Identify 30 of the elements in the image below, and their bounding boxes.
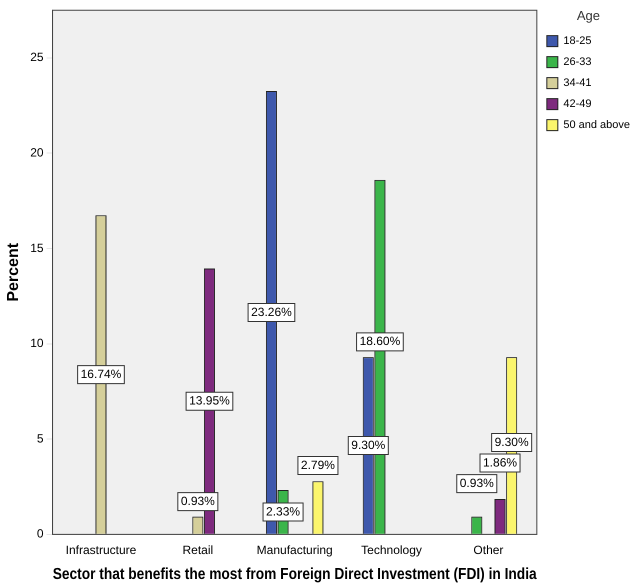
y-tick-label: 5 xyxy=(36,431,44,446)
data-label: 0.93% xyxy=(180,494,216,508)
y-tick-label: 0 xyxy=(36,526,44,541)
y-tick-label: 25 xyxy=(30,50,44,64)
legend-title: Age xyxy=(576,8,600,24)
legend-label: 50 and above xyxy=(563,119,630,132)
data-label: 9.30% xyxy=(351,438,386,452)
x-tick-label: Other xyxy=(473,542,504,557)
data-label: 1.86% xyxy=(483,455,518,470)
x-tick-label: Manufacturing xyxy=(256,542,333,557)
legend-label: 26-33 xyxy=(563,56,592,68)
legend-label: 42-49 xyxy=(563,98,592,110)
data-label: 0.93% xyxy=(460,476,494,490)
data-label: 16.74% xyxy=(80,366,122,381)
data-label: 13.95% xyxy=(189,394,230,408)
x-tick-label: Infrastructure xyxy=(66,542,137,557)
x-tick-label: Retail xyxy=(182,542,214,557)
x-tick-label: Technology xyxy=(361,542,422,557)
data-label: 2.79% xyxy=(300,458,336,472)
y-tick-label: 10 xyxy=(30,336,44,350)
y-axis-title: Percent xyxy=(5,242,22,302)
legend-label: 18-25 xyxy=(563,35,592,48)
data-label: 18.60% xyxy=(360,334,401,348)
data-label: 2.33% xyxy=(266,504,300,518)
x-axis-title: Sector that benefits the most from Foreign Direct Investment (FDI) in India xyxy=(52,566,538,584)
legend-label: 34-41 xyxy=(563,77,592,90)
y-tick-label: 15 xyxy=(30,240,44,255)
data-label: 9.30% xyxy=(494,434,529,449)
y-tick-label: 20 xyxy=(30,145,44,160)
data-label: 23.26% xyxy=(251,304,292,319)
